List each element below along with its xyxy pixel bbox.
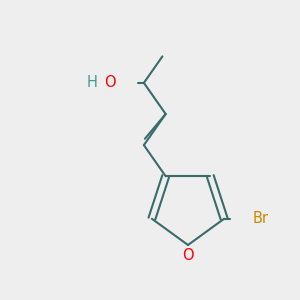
Text: Br: Br — [252, 211, 268, 226]
Text: H: H — [87, 75, 98, 90]
Text: O: O — [104, 75, 116, 90]
Text: O: O — [182, 248, 194, 262]
